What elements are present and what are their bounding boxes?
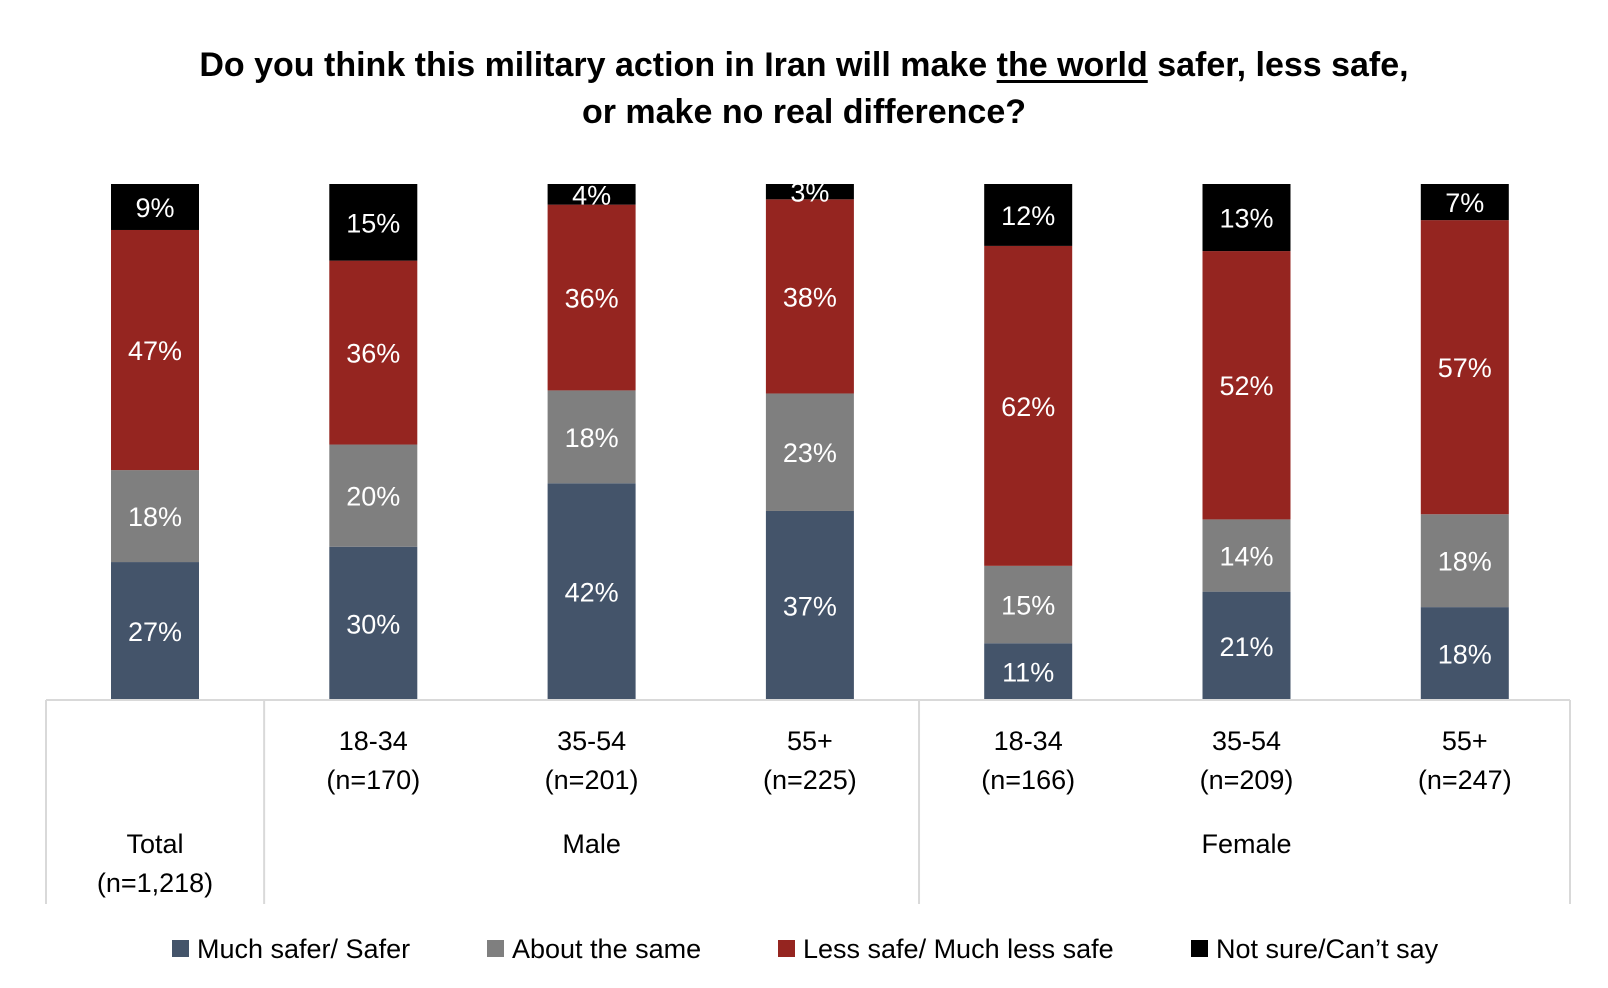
legend-label: Much safer/ Safer <box>197 934 410 964</box>
bar-segment <box>765 184 854 200</box>
data-label: 36% <box>565 284 619 314</box>
bar-segment <box>547 483 636 700</box>
legend-swatch <box>487 940 504 957</box>
data-label: 23% <box>783 438 837 468</box>
bar-segment <box>1202 519 1291 592</box>
bar-segment <box>1420 514 1509 608</box>
data-label: 18% <box>128 502 182 532</box>
group-label: Male <box>562 829 621 859</box>
data-label: 7% <box>1445 188 1484 218</box>
category-sample-size: (n=201) <box>545 765 639 795</box>
bar-segment <box>547 390 636 484</box>
bar-segment <box>1202 184 1291 252</box>
bar-segment <box>984 184 1073 246</box>
data-label: 18% <box>1438 640 1492 670</box>
category-sample-size: (n=247) <box>1418 765 1512 795</box>
category-label: 55+ <box>1442 726 1488 756</box>
data-label: 4% <box>572 180 611 210</box>
data-label: 14% <box>1219 542 1273 572</box>
data-label: 47% <box>128 336 182 366</box>
data-label: 37% <box>783 591 837 621</box>
data-label: 30% <box>346 609 400 639</box>
category-sample-size: (n=166) <box>981 765 1075 795</box>
bar-segment <box>984 643 1073 700</box>
data-label: 15% <box>1001 591 1055 621</box>
bar-segment <box>1202 251 1291 520</box>
title-suffix: safer, less safe, <box>1147 46 1409 84</box>
bar-segment <box>984 565 1073 644</box>
legend-swatch <box>778 940 795 957</box>
bar-segment <box>547 204 636 391</box>
data-label: 20% <box>346 482 400 512</box>
bar-segment <box>111 562 199 700</box>
data-label: 15% <box>346 208 400 238</box>
data-label: 42% <box>565 578 619 608</box>
bar-segment <box>547 184 636 205</box>
bar-segment <box>111 184 199 230</box>
category-sample-size: (n=209) <box>1200 765 1294 795</box>
data-label: 38% <box>783 282 837 312</box>
category-label: 18-34 <box>994 726 1063 756</box>
bar-segment <box>329 260 418 445</box>
legend-swatch <box>1191 940 1208 957</box>
data-label: 57% <box>1438 353 1492 383</box>
data-label: 9% <box>135 193 174 223</box>
group-label: Female <box>1201 829 1291 859</box>
title-prefix: Do you think this military action in Ira… <box>199 46 997 84</box>
data-label: 36% <box>346 339 400 369</box>
group-label: Total <box>126 829 183 859</box>
bar-segment <box>1420 607 1509 700</box>
data-label: 52% <box>1219 371 1273 401</box>
bar-segment <box>329 184 418 261</box>
bar-segment <box>1202 591 1291 700</box>
data-label: 13% <box>1219 204 1273 234</box>
category-label: 18-34 <box>339 726 408 756</box>
legend-label: Less safe/ Much less safe <box>803 934 1114 964</box>
category-table: 18-34 (n=170) 35-54 (n=201) 55+ (n=225) 18-34 (… <box>45 699 1571 904</box>
bar-segment <box>111 229 199 471</box>
legend: Much safer/ Safer About the same Less safe… <box>172 934 1439 964</box>
data-label: 27% <box>128 617 182 647</box>
chart-title-line-1: Do you think this military action in Ira… <box>0 42 1608 88</box>
data-label: 62% <box>1001 392 1055 422</box>
legend-swatch <box>172 940 189 957</box>
data-label: 12% <box>1001 201 1055 231</box>
title-underlined: the world <box>996 46 1148 84</box>
bar-segment <box>765 510 854 700</box>
chart-title-line-2: or make no real difference? <box>581 93 1027 131</box>
data-label: 18% <box>565 423 619 453</box>
legend-label: About the same <box>512 934 701 964</box>
category-label: 35-54 <box>1212 726 1281 756</box>
data-label: 18% <box>1438 547 1492 577</box>
data-label: 11% <box>1002 658 1054 688</box>
category-label: 35-54 <box>557 726 626 756</box>
bar-segment <box>111 470 199 563</box>
category-sample-size: (n=170) <box>326 765 420 795</box>
bar-segment <box>329 546 418 700</box>
group-sample-size: (n=1,218) <box>97 868 213 898</box>
bars-layer: 27% 18% 47% 9% 30% 20% 36% 15% 42% 18% 36% 4% 37% 23%… <box>111 178 1509 700</box>
category-sample-size: (n=225) <box>763 765 857 795</box>
legend-label: Not sure/Can’t say <box>1216 934 1439 964</box>
bar-segment <box>765 393 854 511</box>
bar-segment <box>984 245 1073 566</box>
data-label: 3% <box>790 178 829 208</box>
data-label: 21% <box>1219 632 1273 662</box>
category-label: 55+ <box>787 726 833 756</box>
bar-segment <box>1420 220 1509 515</box>
bar-segment <box>1420 184 1509 221</box>
bar-segment <box>329 444 418 547</box>
bar-segment <box>765 199 854 394</box>
